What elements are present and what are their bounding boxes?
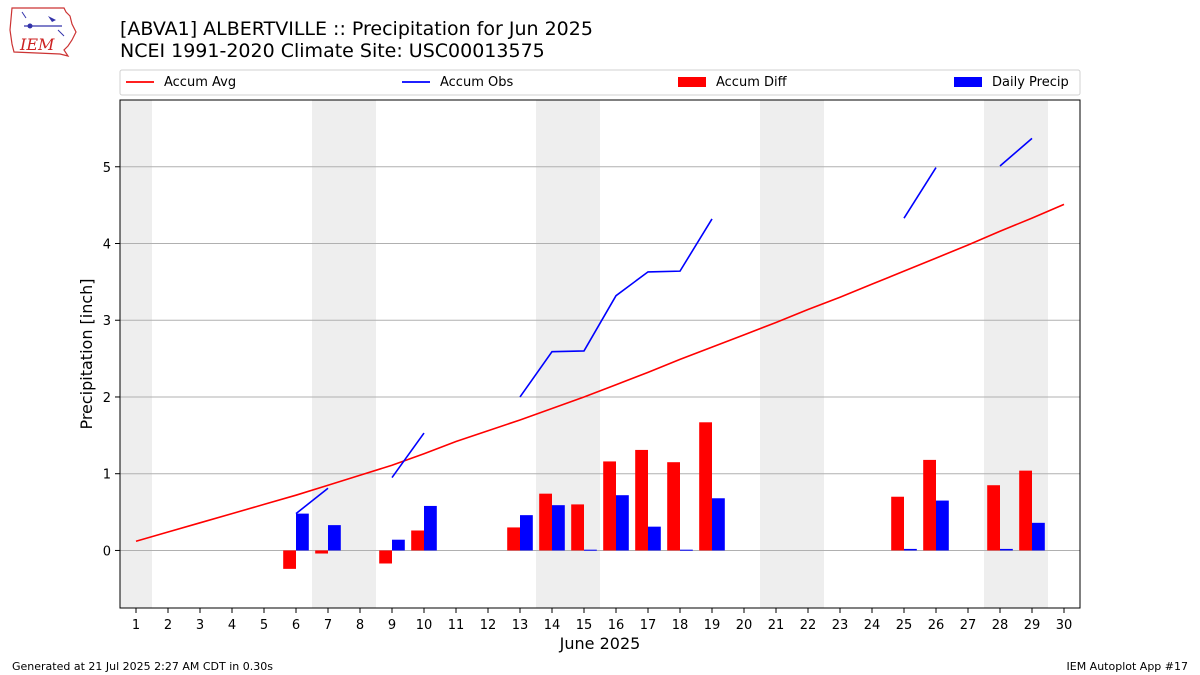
daily-precip-bar-day-26 bbox=[936, 500, 949, 551]
accum-diff-bar-day-18 bbox=[667, 462, 680, 551]
shaded-band-0 bbox=[120, 100, 152, 608]
daily-precip-bar-day-19 bbox=[712, 498, 725, 551]
y-axis-label: Precipitation [inch] bbox=[77, 278, 96, 429]
accum-diff-bar-day-6 bbox=[283, 550, 296, 569]
daily-precip-bar-day-29 bbox=[1032, 522, 1045, 551]
bars bbox=[283, 422, 1045, 569]
x-tick-label-4: 4 bbox=[228, 618, 236, 633]
x-tick-label-12: 12 bbox=[480, 618, 497, 633]
daily-precip-bar-day-14 bbox=[552, 505, 565, 551]
accum-obs-line-segment-1 bbox=[391, 432, 425, 479]
daily-precip-bar-day-6 bbox=[296, 513, 309, 551]
x-tick-label-10: 10 bbox=[416, 618, 433, 633]
app-credit: IEM Autoplot App #17 bbox=[1066, 660, 1189, 673]
shaded-band-1 bbox=[312, 100, 376, 608]
y-tick-label-5: 5 bbox=[103, 161, 111, 176]
y-tick-label-3: 3 bbox=[103, 314, 111, 329]
chart-title: [ABVA1] ALBERTVILLE :: Precipitation for… bbox=[120, 18, 593, 40]
legend-label-3: Daily Precip bbox=[992, 75, 1069, 90]
daily-precip-bar-day-9 bbox=[392, 539, 405, 551]
x-tick-label-21: 21 bbox=[768, 618, 785, 633]
x-tick-label-29: 29 bbox=[1024, 618, 1041, 633]
y-tick-label-2: 2 bbox=[103, 391, 111, 406]
daily-precip-bar-day-7 bbox=[328, 525, 341, 551]
x-tick-label-22: 22 bbox=[800, 618, 817, 633]
x-tick-label-23: 23 bbox=[832, 618, 849, 633]
daily-precip-bar-day-17 bbox=[648, 526, 661, 551]
daily-precip-bar-day-13 bbox=[520, 515, 533, 551]
accum-diff-bar-day-17 bbox=[635, 449, 648, 551]
accum-diff-bar-day-14 bbox=[539, 493, 552, 551]
x-tick-label-27: 27 bbox=[960, 618, 977, 633]
x-tick-label-18: 18 bbox=[672, 618, 689, 633]
x-tick-label-9: 9 bbox=[388, 618, 396, 633]
accum-obs-line-segment-0 bbox=[295, 487, 329, 515]
x-tick-label-7: 7 bbox=[324, 618, 332, 633]
legend-box bbox=[119, 69, 1081, 96]
gridlines bbox=[120, 166, 1080, 551]
x-tick-label-8: 8 bbox=[356, 618, 364, 633]
x-tick-label-3: 3 bbox=[196, 618, 204, 633]
accum-diff-bar-day-26 bbox=[923, 459, 936, 551]
y-axis: 0 1 2 3 4 5 bbox=[103, 161, 120, 559]
daily-precip-bar-day-28 bbox=[1000, 548, 1013, 551]
iem-logo-icon: IEM bbox=[9, 7, 77, 57]
accum-diff-bar-day-9 bbox=[379, 550, 392, 564]
daily-precip-bar-day-15 bbox=[584, 549, 597, 551]
x-tick-label-13: 13 bbox=[512, 618, 529, 633]
daily-precip-bar-day-16 bbox=[616, 495, 629, 551]
x-tick-label-1: 1 bbox=[132, 618, 140, 633]
x-tick-label-17: 17 bbox=[640, 618, 657, 633]
shaded-band-3 bbox=[760, 100, 824, 608]
x-tick-label-26: 26 bbox=[928, 618, 945, 633]
y-tick-label-0: 0 bbox=[103, 544, 111, 559]
x-tick-label-30: 30 bbox=[1056, 618, 1073, 633]
legend: Accum Avg Accum Obs Accum Diff Daily Precip bbox=[119, 69, 1081, 96]
x-tick-label-15: 15 bbox=[576, 618, 593, 633]
legend-label-0: Accum Avg bbox=[164, 75, 236, 90]
accum-diff-bar-day-28 bbox=[987, 485, 1000, 551]
x-tick-label-25: 25 bbox=[896, 618, 913, 633]
accum-obs-line-segment-3 bbox=[903, 167, 937, 219]
accum-obs-line-segment-2 bbox=[519, 218, 713, 398]
x-tick-label-2: 2 bbox=[164, 618, 172, 633]
accum-diff-bar-day-25 bbox=[891, 496, 904, 551]
generated-note: Generated at 21 Jul 2025 2:27 AM CDT in … bbox=[12, 660, 273, 673]
daily-precip-bar-day-18 bbox=[680, 549, 693, 551]
accum-obs-line-segment-4 bbox=[999, 137, 1033, 167]
lines bbox=[135, 137, 1065, 543]
x-tick-label-11: 11 bbox=[448, 618, 465, 633]
y-tick-label-1: 1 bbox=[103, 468, 111, 483]
legend-label-1: Accum Obs bbox=[440, 75, 513, 90]
plot-frame bbox=[119, 99, 1081, 609]
legend-swatch-3 bbox=[954, 77, 982, 87]
accum-avg-line bbox=[135, 203, 1065, 543]
x-axis: 1 2 3 4 5 6 7 8 9 10 11 12 13 14 15 16 17 18 19 20 21 22 23 24 2… bbox=[132, 608, 1072, 633]
x-tick-label-6: 6 bbox=[292, 618, 300, 633]
x-tick-label-24: 24 bbox=[864, 618, 881, 633]
accum-diff-bar-day-13 bbox=[507, 527, 520, 551]
chart-subtitle: NCEI 1991-2020 Climate Site: USC00013575 bbox=[120, 40, 545, 62]
accum-diff-bar-day-16 bbox=[603, 461, 616, 551]
x-tick-label-16: 16 bbox=[608, 618, 625, 633]
legend-label-2: Accum Diff bbox=[716, 75, 788, 90]
accum-diff-bar-day-15 bbox=[571, 504, 584, 551]
daily-precip-bar-day-10 bbox=[424, 505, 437, 551]
daily-precip-bar-day-25 bbox=[904, 548, 917, 551]
accum-diff-bar-day-29 bbox=[1019, 470, 1032, 551]
y-tick-label-4: 4 bbox=[103, 237, 111, 252]
logo-text: IEM bbox=[19, 35, 55, 54]
x-tick-label-20: 20 bbox=[736, 618, 753, 633]
x-tick-label-28: 28 bbox=[992, 618, 1009, 633]
accum-diff-bar-day-7 bbox=[315, 550, 328, 554]
x-axis-label: June 2025 bbox=[559, 634, 641, 653]
accum-diff-bar-day-10 bbox=[411, 530, 424, 551]
x-tick-label-14: 14 bbox=[544, 618, 561, 633]
x-tick-label-5: 5 bbox=[260, 618, 268, 633]
x-tick-label-19: 19 bbox=[704, 618, 721, 633]
legend-swatch-2 bbox=[678, 77, 706, 87]
accum-diff-bar-day-19 bbox=[699, 422, 712, 551]
